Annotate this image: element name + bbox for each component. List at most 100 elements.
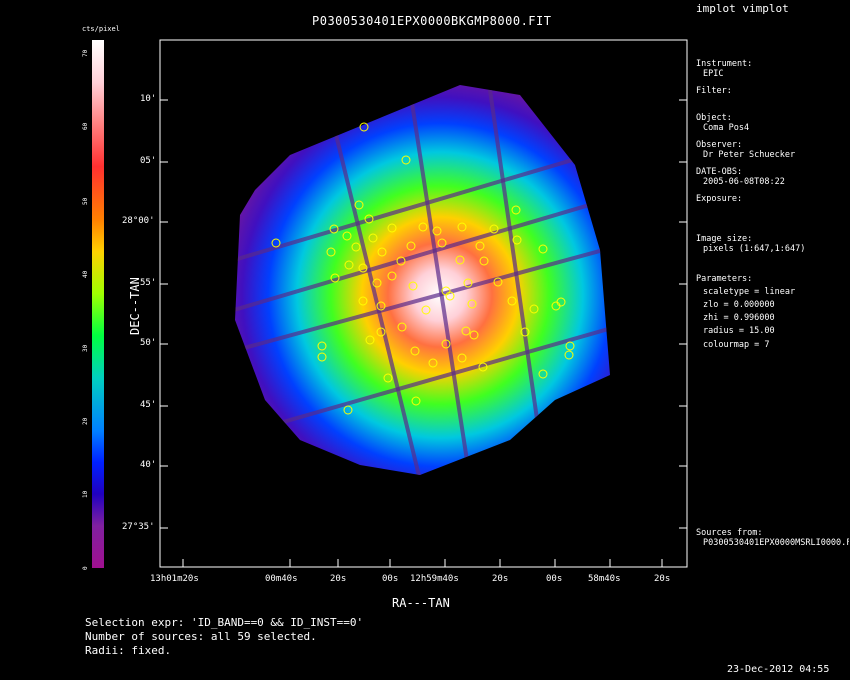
source-circle[interactable] bbox=[376, 327, 386, 337]
x-tick-label: 00m40s bbox=[265, 574, 298, 584]
parameter-line: scaletype = linear bbox=[703, 287, 796, 297]
source-circle[interactable] bbox=[556, 297, 566, 307]
source-circle[interactable] bbox=[538, 244, 548, 254]
x-tick-label: 00s bbox=[546, 574, 563, 584]
exposure-region bbox=[235, 85, 610, 475]
source-circle[interactable] bbox=[329, 224, 339, 234]
source-circle[interactable] bbox=[330, 273, 340, 283]
source-circle[interactable] bbox=[396, 256, 406, 266]
source-circle[interactable] bbox=[418, 222, 428, 232]
radii-note: Radii: fixed. bbox=[85, 644, 172, 657]
source-circle[interactable] bbox=[457, 222, 467, 232]
source-circle[interactable] bbox=[445, 291, 455, 301]
source-circle[interactable] bbox=[271, 238, 281, 248]
source-circle[interactable] bbox=[401, 155, 411, 165]
source-circle[interactable] bbox=[326, 247, 336, 257]
filter-label: Filter: bbox=[696, 86, 732, 96]
parameters-label: Parameters: bbox=[696, 274, 753, 284]
source-circle[interactable] bbox=[564, 350, 574, 360]
source-circle[interactable] bbox=[565, 341, 575, 351]
x-tick-label: 13h01m20s bbox=[150, 574, 199, 584]
y-tick-label: 40' bbox=[140, 460, 157, 470]
source-circle[interactable] bbox=[368, 233, 378, 243]
image-size-label: Image size: bbox=[696, 234, 753, 244]
y-tick-label: 28°00' bbox=[122, 216, 155, 226]
source-circle[interactable] bbox=[344, 260, 354, 270]
sources-label: Sources from: bbox=[696, 528, 763, 538]
source-circle[interactable] bbox=[493, 277, 503, 287]
instrument-label: Instrument: bbox=[696, 59, 753, 69]
parameter-line: colourmap = 7 bbox=[703, 340, 770, 350]
source-circle[interactable] bbox=[455, 255, 465, 265]
source-circle[interactable] bbox=[387, 223, 397, 233]
source-circle[interactable] bbox=[469, 330, 479, 340]
y-tick-label: 45' bbox=[140, 400, 157, 410]
source-circle[interactable] bbox=[432, 226, 442, 236]
date-value: 2005-06-08T08:22 bbox=[703, 177, 785, 187]
source-circle[interactable] bbox=[467, 299, 477, 309]
colorbar bbox=[92, 40, 104, 568]
instrument-value: EPIC bbox=[703, 69, 724, 79]
selection-expression: Selection expr: 'ID_BAND==0 && ID_INST==… bbox=[85, 616, 364, 629]
x-tick-label: 20s bbox=[654, 574, 671, 584]
source-circle[interactable] bbox=[475, 241, 485, 251]
source-circle[interactable] bbox=[358, 263, 368, 273]
source-circle[interactable] bbox=[376, 301, 386, 311]
number-of-sources: Number of sources: all 59 selected. bbox=[85, 630, 317, 643]
source-circle[interactable] bbox=[354, 200, 364, 210]
source-circle[interactable] bbox=[520, 327, 530, 337]
source-circle[interactable] bbox=[411, 396, 421, 406]
source-circle[interactable] bbox=[428, 358, 438, 368]
source-circle[interactable] bbox=[342, 231, 352, 241]
x-tick-label: 20s bbox=[330, 574, 347, 584]
source-circle[interactable] bbox=[365, 335, 375, 345]
x-axis-label: RA---TAN bbox=[392, 596, 450, 610]
exposure-label: Exposure: bbox=[696, 194, 743, 204]
x-tick-label: 00s bbox=[382, 574, 399, 584]
observer-label: Observer: bbox=[696, 140, 743, 150]
object-value: Coma Pos4 bbox=[703, 123, 750, 133]
x-tick-label: 12h59m40s bbox=[410, 574, 459, 584]
source-circle[interactable] bbox=[512, 235, 522, 245]
source-circle[interactable] bbox=[408, 281, 418, 291]
source-circle[interactable] bbox=[377, 247, 387, 257]
y-tick-label: 27°35' bbox=[122, 522, 155, 532]
source-circle[interactable] bbox=[406, 241, 416, 251]
source-circle[interactable] bbox=[421, 305, 431, 315]
source-circle[interactable] bbox=[479, 256, 489, 266]
source-circle[interactable] bbox=[383, 373, 393, 383]
axis-ticks bbox=[160, 99, 687, 567]
source-circle[interactable] bbox=[387, 271, 397, 281]
sources-value: P0300530401EPX0000MSRLI0000.F bbox=[703, 538, 849, 548]
source-circle[interactable] bbox=[317, 341, 327, 351]
source-circle[interactable] bbox=[441, 339, 451, 349]
parameter-line: radius = 15.00 bbox=[703, 326, 775, 336]
source-circle[interactable] bbox=[461, 326, 471, 336]
source-circle[interactable] bbox=[478, 362, 488, 372]
source-circle[interactable] bbox=[538, 369, 548, 379]
source-circle[interactable] bbox=[364, 214, 374, 224]
timestamp: 23-Dec-2012 04:55 bbox=[727, 664, 830, 675]
source-circle[interactable] bbox=[489, 224, 499, 234]
source-circle[interactable] bbox=[437, 238, 447, 248]
source-circle[interactable] bbox=[358, 296, 368, 306]
y-tick-label: 55' bbox=[140, 278, 157, 288]
source-circle[interactable] bbox=[317, 352, 327, 362]
x-tick-label: 20s bbox=[492, 574, 509, 584]
source-circle[interactable] bbox=[359, 122, 369, 132]
source-circle[interactable] bbox=[372, 278, 382, 288]
source-circle[interactable] bbox=[511, 205, 521, 215]
source-circle[interactable] bbox=[463, 278, 473, 288]
object-label: Object: bbox=[696, 113, 732, 123]
source-circle[interactable] bbox=[397, 322, 407, 332]
source-circle[interactable] bbox=[457, 353, 467, 363]
plot-frame bbox=[159, 39, 688, 568]
colorbar-unit-label: cts/pixel bbox=[82, 25, 120, 33]
source-circle[interactable] bbox=[410, 346, 420, 356]
source-circle[interactable] bbox=[351, 242, 361, 252]
source-circle[interactable] bbox=[507, 296, 517, 306]
source-circle[interactable] bbox=[529, 304, 539, 314]
source-circle[interactable] bbox=[343, 405, 353, 415]
window-title: implot vimplot bbox=[696, 2, 789, 15]
